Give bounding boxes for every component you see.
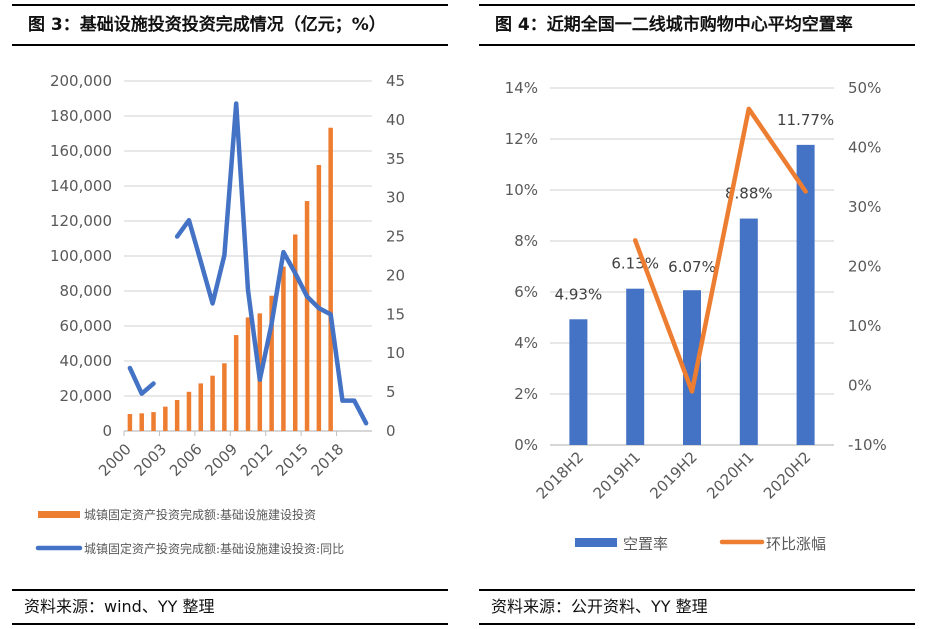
bar (139, 413, 144, 431)
bar (739, 218, 758, 445)
y-left-tick-label: 14% (505, 79, 538, 97)
y-left-tick-label: 120,000 (50, 212, 112, 230)
bar (316, 165, 322, 431)
data-label: 6.07% (668, 258, 716, 276)
y-right-tick-label: 20% (848, 258, 881, 276)
bar (269, 295, 274, 431)
chart-panel-vacancy: 图 4：近期全国一二线城市购物中心平均空置率 0% 2% 4% 6% 8% 10% 12% 1… (479, 0, 915, 629)
bar (292, 234, 298, 431)
y-right-tick-label: 25 (386, 228, 405, 246)
y-left-tick-label: 60,000 (60, 317, 113, 335)
data-label: 6.13% (611, 255, 659, 273)
line-series (632, 106, 808, 394)
y-left-tick-label: 0 (102, 422, 112, 440)
y-right-tick-label: 40% (848, 139, 881, 157)
legend-label: 环比涨幅 (766, 535, 826, 553)
y-right-tick-label: 0% (848, 377, 872, 395)
y-left-tick-label: 20,000 (60, 387, 113, 405)
bar (210, 375, 215, 431)
bar (569, 319, 588, 445)
x-tick-label: 2003 (131, 440, 171, 480)
x-tick-label: 2012 (237, 440, 277, 480)
y-right-tick-label: 15 (386, 305, 405, 323)
x-tick-label: 2020H2 (760, 448, 814, 502)
y-left-tick-label: 12% (505, 130, 538, 148)
y-right-tick-label: 5 (386, 383, 396, 401)
y-left-tick-label: 100,000 (50, 247, 112, 265)
bar (626, 288, 645, 445)
y-right-tick-label: 20 (386, 266, 405, 284)
vacancy-chart: 0% 2% 4% 6% 8% 10% 12% 14% -10% 0% 10% 20% 30% 40% 50%… (505, 79, 887, 553)
y-right-tick-label: 10 (386, 344, 405, 362)
legend-label: 空置率 (623, 535, 668, 553)
y-left-tick-label: 140,000 (50, 177, 112, 195)
y-left-tick-label: 180,000 (50, 107, 112, 125)
bar (127, 414, 133, 431)
legend-swatch-bar (38, 511, 80, 518)
y-left-tick-label: 2% (514, 385, 538, 403)
chart-panel-infrastructure: 图 3：基础设施投资投资完成情况（亿元；%） 0 20,000 40,000 60,0… (12, 0, 448, 629)
y-left-tick-label: 10% (505, 181, 538, 199)
y-left-tick-label: 0% (514, 436, 538, 454)
y-right-tick-label: 10% (848, 317, 881, 335)
chart-title: 图 4：近期全国一二线城市购物中心平均空置率 (479, 4, 915, 46)
legend-label: 城镇固定资产投资完成额:基础设施建设投资 (84, 507, 316, 522)
bar (281, 266, 286, 431)
y-left-tick-label: 80,000 (60, 282, 113, 300)
bar (796, 144, 815, 446)
y-right-tick-label: 0 (386, 422, 396, 440)
bar (683, 290, 701, 445)
y-right-tick-label: 50% (848, 79, 881, 97)
y-right-tick-label: 30% (848, 198, 881, 216)
bar (245, 317, 251, 431)
y-left-tick-label: 4% (514, 334, 538, 352)
bar (304, 201, 310, 431)
bar (328, 127, 333, 431)
chart-title: 图 3：基础设施投资投资完成情况（亿元；%） (12, 4, 448, 46)
bar (174, 400, 180, 431)
y-right-tick-label: 45 (386, 72, 405, 90)
x-tick-label: 2019H1 (590, 448, 644, 502)
x-tick-label: 2009 (201, 440, 241, 480)
x-tick-label: 2018 (308, 440, 348, 480)
bar (198, 383, 204, 431)
y-right-tick-label: 40 (386, 111, 405, 129)
bar (151, 412, 156, 431)
legend-label: 城镇固定资产投资完成额:基础设施建设投资:同比 (84, 541, 344, 556)
x-tick-label: 2006 (166, 440, 206, 480)
chart-source: 资料来源：wind、YY 整理 (12, 589, 448, 625)
x-tick-label: 2015 (272, 440, 312, 480)
infrastructure-chart: 0 20,000 40,000 60,000 80,000 100,000 120,000 1… (35, 72, 405, 556)
y-left-tick-label: 40,000 (60, 352, 113, 370)
y-left-tick-label: 200,000 (50, 72, 112, 90)
y-left-tick-label: 8% (514, 232, 538, 250)
y-left-tick-label: 6% (514, 283, 538, 301)
bar (233, 335, 239, 431)
x-tick-label: 2000 (95, 440, 135, 480)
y-left-tick-label: 160,000 (50, 142, 112, 160)
bar (186, 391, 192, 431)
chart-source: 资料来源：公开资料、YY 整理 (479, 589, 915, 625)
data-label: 11.77% (777, 111, 834, 129)
x-tick-label: 2018H2 (533, 448, 587, 502)
line-series (127, 101, 369, 426)
y-right-tick-label: -10% (848, 436, 887, 454)
bar (222, 363, 227, 431)
y-right-tick-label: 30 (386, 189, 405, 207)
y-right-tick-label: 35 (386, 150, 405, 168)
data-label: 8.88% (725, 185, 773, 203)
data-label: 4.93% (555, 285, 603, 303)
x-tick-label: 2019H2 (646, 448, 700, 502)
bar (163, 406, 168, 431)
legend-swatch-bar (575, 538, 617, 547)
x-tick-label: 2020H1 (703, 448, 757, 502)
